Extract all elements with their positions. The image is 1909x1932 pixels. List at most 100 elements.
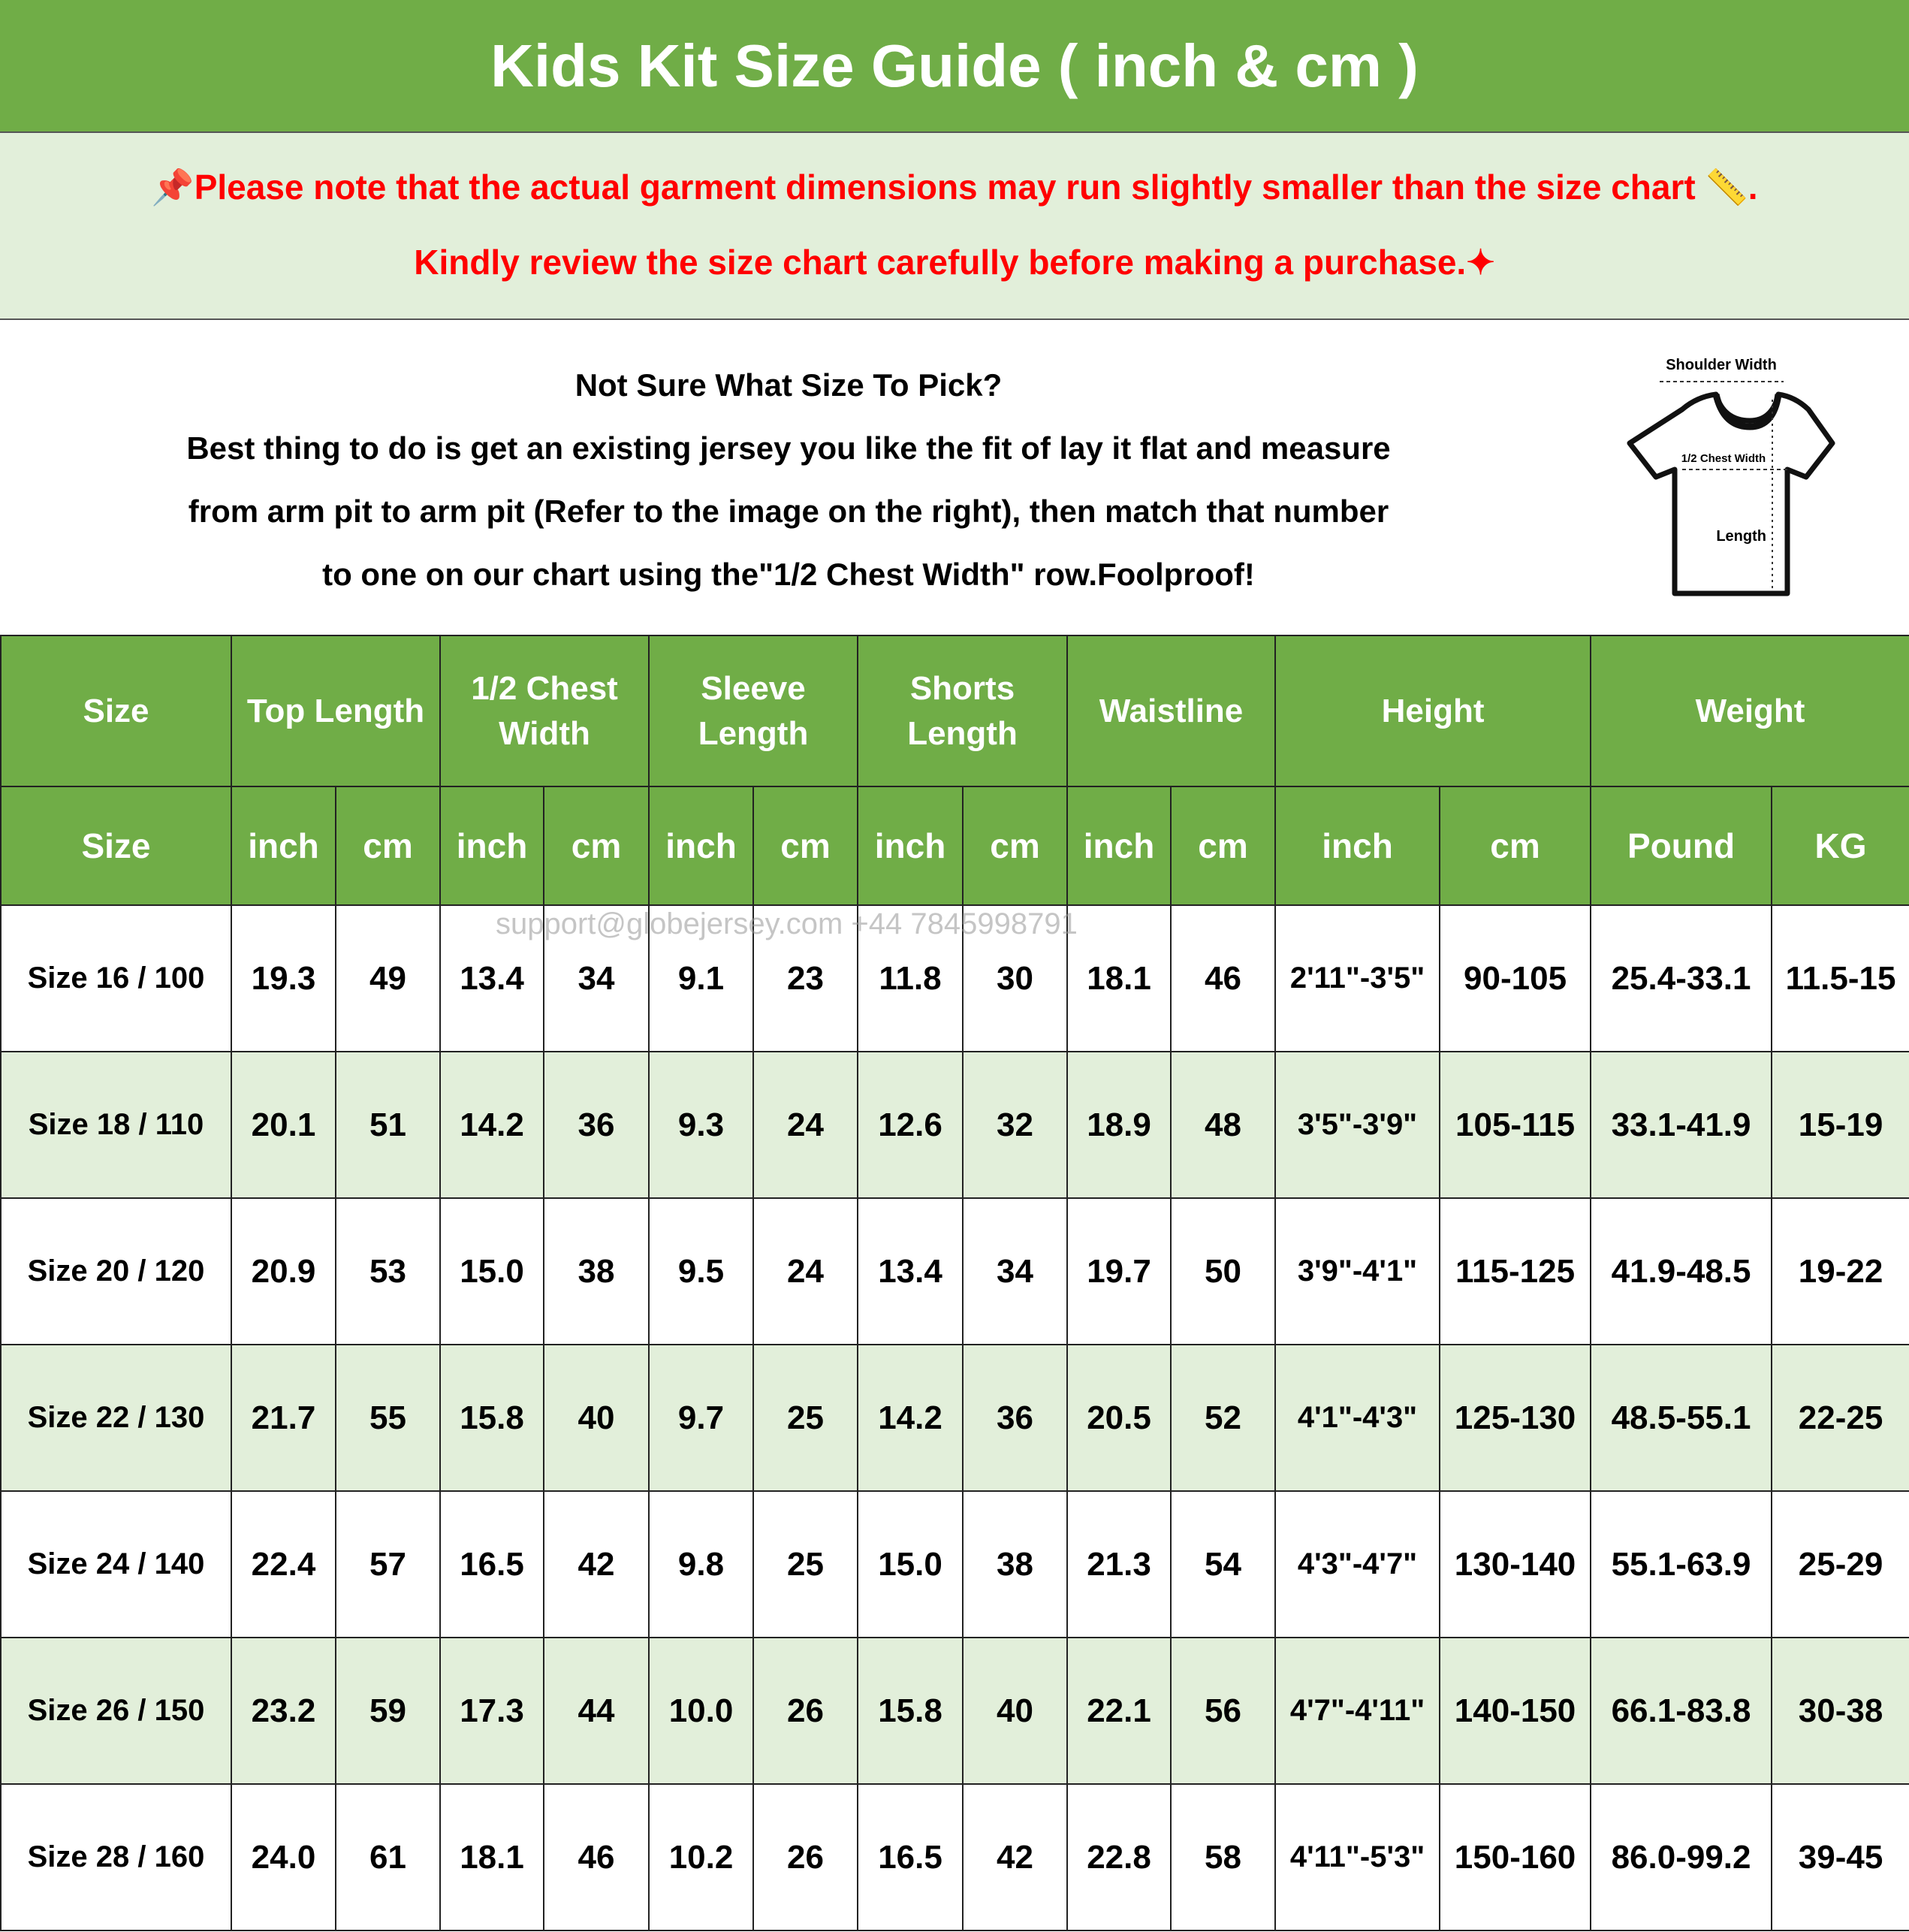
value-cell: 46 xyxy=(543,1783,650,1931)
value-cell: 25-29 xyxy=(1771,1490,1909,1638)
value-cell: 30-38 xyxy=(1771,1637,1909,1785)
value-cell: 24 xyxy=(752,1197,859,1345)
value-cell: 105-115 xyxy=(1439,1051,1592,1199)
value-cell: 25 xyxy=(752,1344,859,1492)
unit-header: inch xyxy=(648,786,755,906)
group-header: Top Length xyxy=(230,635,442,787)
value-cell: 51 xyxy=(334,1051,442,1199)
tshirt-measurement-diagram: Shoulder Width 1/2 Chest Width Length xyxy=(1627,357,1835,596)
table-row: Size 24 / 140 22.4 57 16.5 42 9.8 25 15.0 38 21.3… xyxy=(0,1490,1909,1638)
unit-header: Pound xyxy=(1590,786,1773,906)
value-cell: 49 xyxy=(334,904,442,1052)
unit-header: cm xyxy=(1170,786,1277,906)
value-cell: 19-22 xyxy=(1771,1197,1909,1345)
unit-header: cm xyxy=(1439,786,1592,906)
table-row: Size 18 / 110 20.1 51 14.2 36 9.3 24 12.6 32 18.9… xyxy=(0,1051,1909,1199)
table-row: Size 20 / 120 20.9 53 15.0 38 9.5 24 13.4 34 19.7… xyxy=(0,1197,1909,1345)
value-cell: 90-105 xyxy=(1439,904,1592,1052)
value-cell: 52 xyxy=(1170,1344,1277,1492)
value-cell: 54 xyxy=(1170,1490,1277,1638)
value-cell: 50 xyxy=(1170,1197,1277,1345)
table-row: Size 22 / 130 21.7 55 15.8 40 9.7 25 14.2 36 20.5… xyxy=(0,1344,1909,1492)
value-cell: 9.1 xyxy=(648,904,755,1052)
value-cell: 40 xyxy=(962,1637,1069,1785)
group-header: 1/2 Chest Width xyxy=(439,635,650,787)
size-cell: Size 26 / 150 xyxy=(0,1637,232,1785)
value-cell: 16.5 xyxy=(439,1490,545,1638)
value-cell: 21.3 xyxy=(1066,1490,1172,1638)
unit-header: inch xyxy=(231,786,336,906)
value-cell: 18.9 xyxy=(1066,1051,1172,1199)
value-cell: 23.2 xyxy=(231,1637,336,1785)
value-cell: 61 xyxy=(334,1783,442,1931)
value-cell: 19.7 xyxy=(1066,1197,1172,1345)
value-cell: 25.4-33.1 xyxy=(1590,904,1773,1052)
chest-width-label: 1/2 Chest Width xyxy=(1681,452,1766,465)
value-cell: 22.8 xyxy=(1066,1783,1172,1931)
unit-header: cm xyxy=(543,786,650,906)
value-cell: 13.4 xyxy=(439,904,545,1052)
value-cell: 11.5-15 xyxy=(1771,904,1909,1052)
ruler-icon: 📏 xyxy=(1705,168,1748,207)
value-cell: 24 xyxy=(752,1051,859,1199)
value-cell: 4'11"-5'3" xyxy=(1274,1783,1441,1931)
value-cell: 48.5-55.1 xyxy=(1590,1344,1773,1492)
value-cell: 34 xyxy=(962,1197,1069,1345)
group-header: Height xyxy=(1274,635,1592,787)
value-cell: 10.0 xyxy=(648,1637,755,1785)
size-cell: Size 18 / 110 xyxy=(0,1051,232,1199)
value-cell: 140-150 xyxy=(1439,1637,1592,1785)
shoulder-width-label: Shoulder Width xyxy=(1666,357,1777,373)
value-cell: 20.1 xyxy=(231,1051,336,1199)
value-cell: 24.0 xyxy=(231,1783,336,1931)
value-cell: 56 xyxy=(1170,1637,1277,1785)
value-cell: 57 xyxy=(334,1490,442,1638)
unit-header-row: Size inch cm inch cm inch cm inch cm inch cm inch cm… xyxy=(0,786,1909,906)
note-line-2: Kindly review the size chart carefully b… xyxy=(414,243,1467,282)
unit-header: cm xyxy=(334,786,442,906)
group-header: Waistline xyxy=(1066,635,1277,787)
value-cell: 53 xyxy=(334,1197,442,1345)
value-cell: 26 xyxy=(752,1637,859,1785)
unit-header: Size xyxy=(0,786,232,906)
value-cell: 39-45 xyxy=(1771,1783,1909,1931)
value-cell: 26 xyxy=(752,1783,859,1931)
value-cell: 32 xyxy=(962,1051,1069,1199)
advice-body-1: Best thing to do is get an existing jers… xyxy=(186,430,1391,466)
value-cell: 150-160 xyxy=(1439,1783,1592,1931)
pushpin-icon: 📌 xyxy=(151,168,195,207)
size-note: 📌Please note that the actual garment dim… xyxy=(0,133,1909,320)
value-cell: 55 xyxy=(334,1344,442,1492)
value-cell: 14.2 xyxy=(857,1344,964,1492)
value-cell: 33.1-41.9 xyxy=(1590,1051,1773,1199)
value-cell: 19.3 xyxy=(231,904,336,1052)
value-cell: 11.8 xyxy=(857,904,964,1052)
size-cell: Size 22 / 130 xyxy=(0,1344,232,1492)
value-cell: 4'7"-4'11" xyxy=(1274,1637,1441,1785)
value-cell: 20.5 xyxy=(1066,1344,1172,1492)
value-cell: 59 xyxy=(334,1637,442,1785)
value-cell: 13.4 xyxy=(857,1197,964,1345)
unit-header: cm xyxy=(962,786,1069,906)
unit-header: inch xyxy=(1274,786,1441,906)
group-header: Size xyxy=(0,635,232,787)
value-cell: 18.1 xyxy=(439,1783,545,1931)
value-cell: 4'3"-4'7" xyxy=(1274,1490,1441,1638)
value-cell: 15-19 xyxy=(1771,1051,1909,1199)
unit-header: KG xyxy=(1771,786,1909,906)
value-cell: 42 xyxy=(543,1490,650,1638)
unit-header: inch xyxy=(857,786,964,906)
value-cell: 16.5 xyxy=(857,1783,964,1931)
value-cell: 20.9 xyxy=(231,1197,336,1345)
unit-header: inch xyxy=(439,786,545,906)
value-cell: 9.7 xyxy=(648,1344,755,1492)
value-cell: 4'1"-4'3" xyxy=(1274,1344,1441,1492)
value-cell: 18.1 xyxy=(1066,904,1172,1052)
fit-advice: Not Sure What Size To Pick? Best thing t… xyxy=(0,320,1909,635)
value-cell: 9.5 xyxy=(648,1197,755,1345)
value-cell: 3'9"-4'1" xyxy=(1274,1197,1441,1345)
value-cell: 3'5"-3'9" xyxy=(1274,1051,1441,1199)
table-row: Size 26 / 150 23.2 59 17.3 44 10.0 26 15.8 40 22.… xyxy=(0,1637,1909,1785)
value-cell: 14.2 xyxy=(439,1051,545,1199)
note-line-1: Please note that the actual garment dime… xyxy=(194,168,1696,207)
